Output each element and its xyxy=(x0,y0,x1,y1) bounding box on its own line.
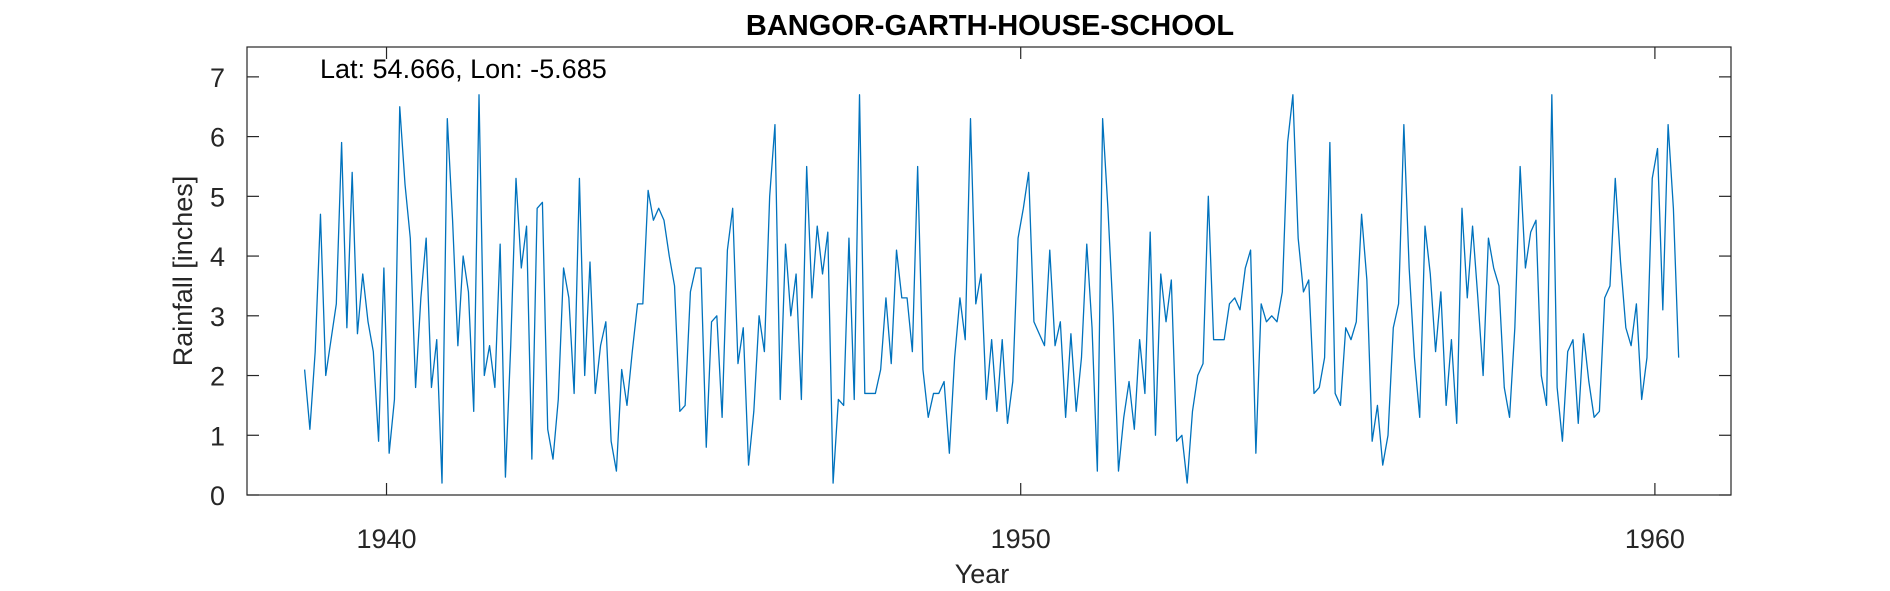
y-tick-label: 2 xyxy=(210,362,225,392)
y-tick-label: 3 xyxy=(210,302,225,332)
axes-box xyxy=(246,46,1732,496)
y-tick-label: 6 xyxy=(210,123,225,153)
x-tick-label: 1950 xyxy=(991,524,1051,554)
y-tick-label: 0 xyxy=(210,481,225,511)
x-tick-label: 1940 xyxy=(356,524,416,554)
tick-labels: 0 1 2 3 4 5 6 7 1940 1950 1960 xyxy=(210,63,1685,554)
plot-area xyxy=(247,47,1731,495)
x-tick-label: 1960 xyxy=(1625,524,1685,554)
y-tick-label: 5 xyxy=(210,182,225,212)
location-annotation: Lat: 54.666, Lon: -5.685 xyxy=(320,54,607,84)
rainfall-series-line xyxy=(303,94,1680,484)
x-axis-label: Year xyxy=(955,559,1010,589)
y-tick-label: 4 xyxy=(210,242,225,272)
y-axis-label: Rainfall [inches] xyxy=(168,176,198,367)
ticks xyxy=(247,47,1731,496)
y-tick-label: 7 xyxy=(210,63,225,93)
chart-title: BANGOR-GARTH-HOUSE-SCHOOL xyxy=(746,10,1234,42)
y-tick-label: 1 xyxy=(210,421,225,451)
